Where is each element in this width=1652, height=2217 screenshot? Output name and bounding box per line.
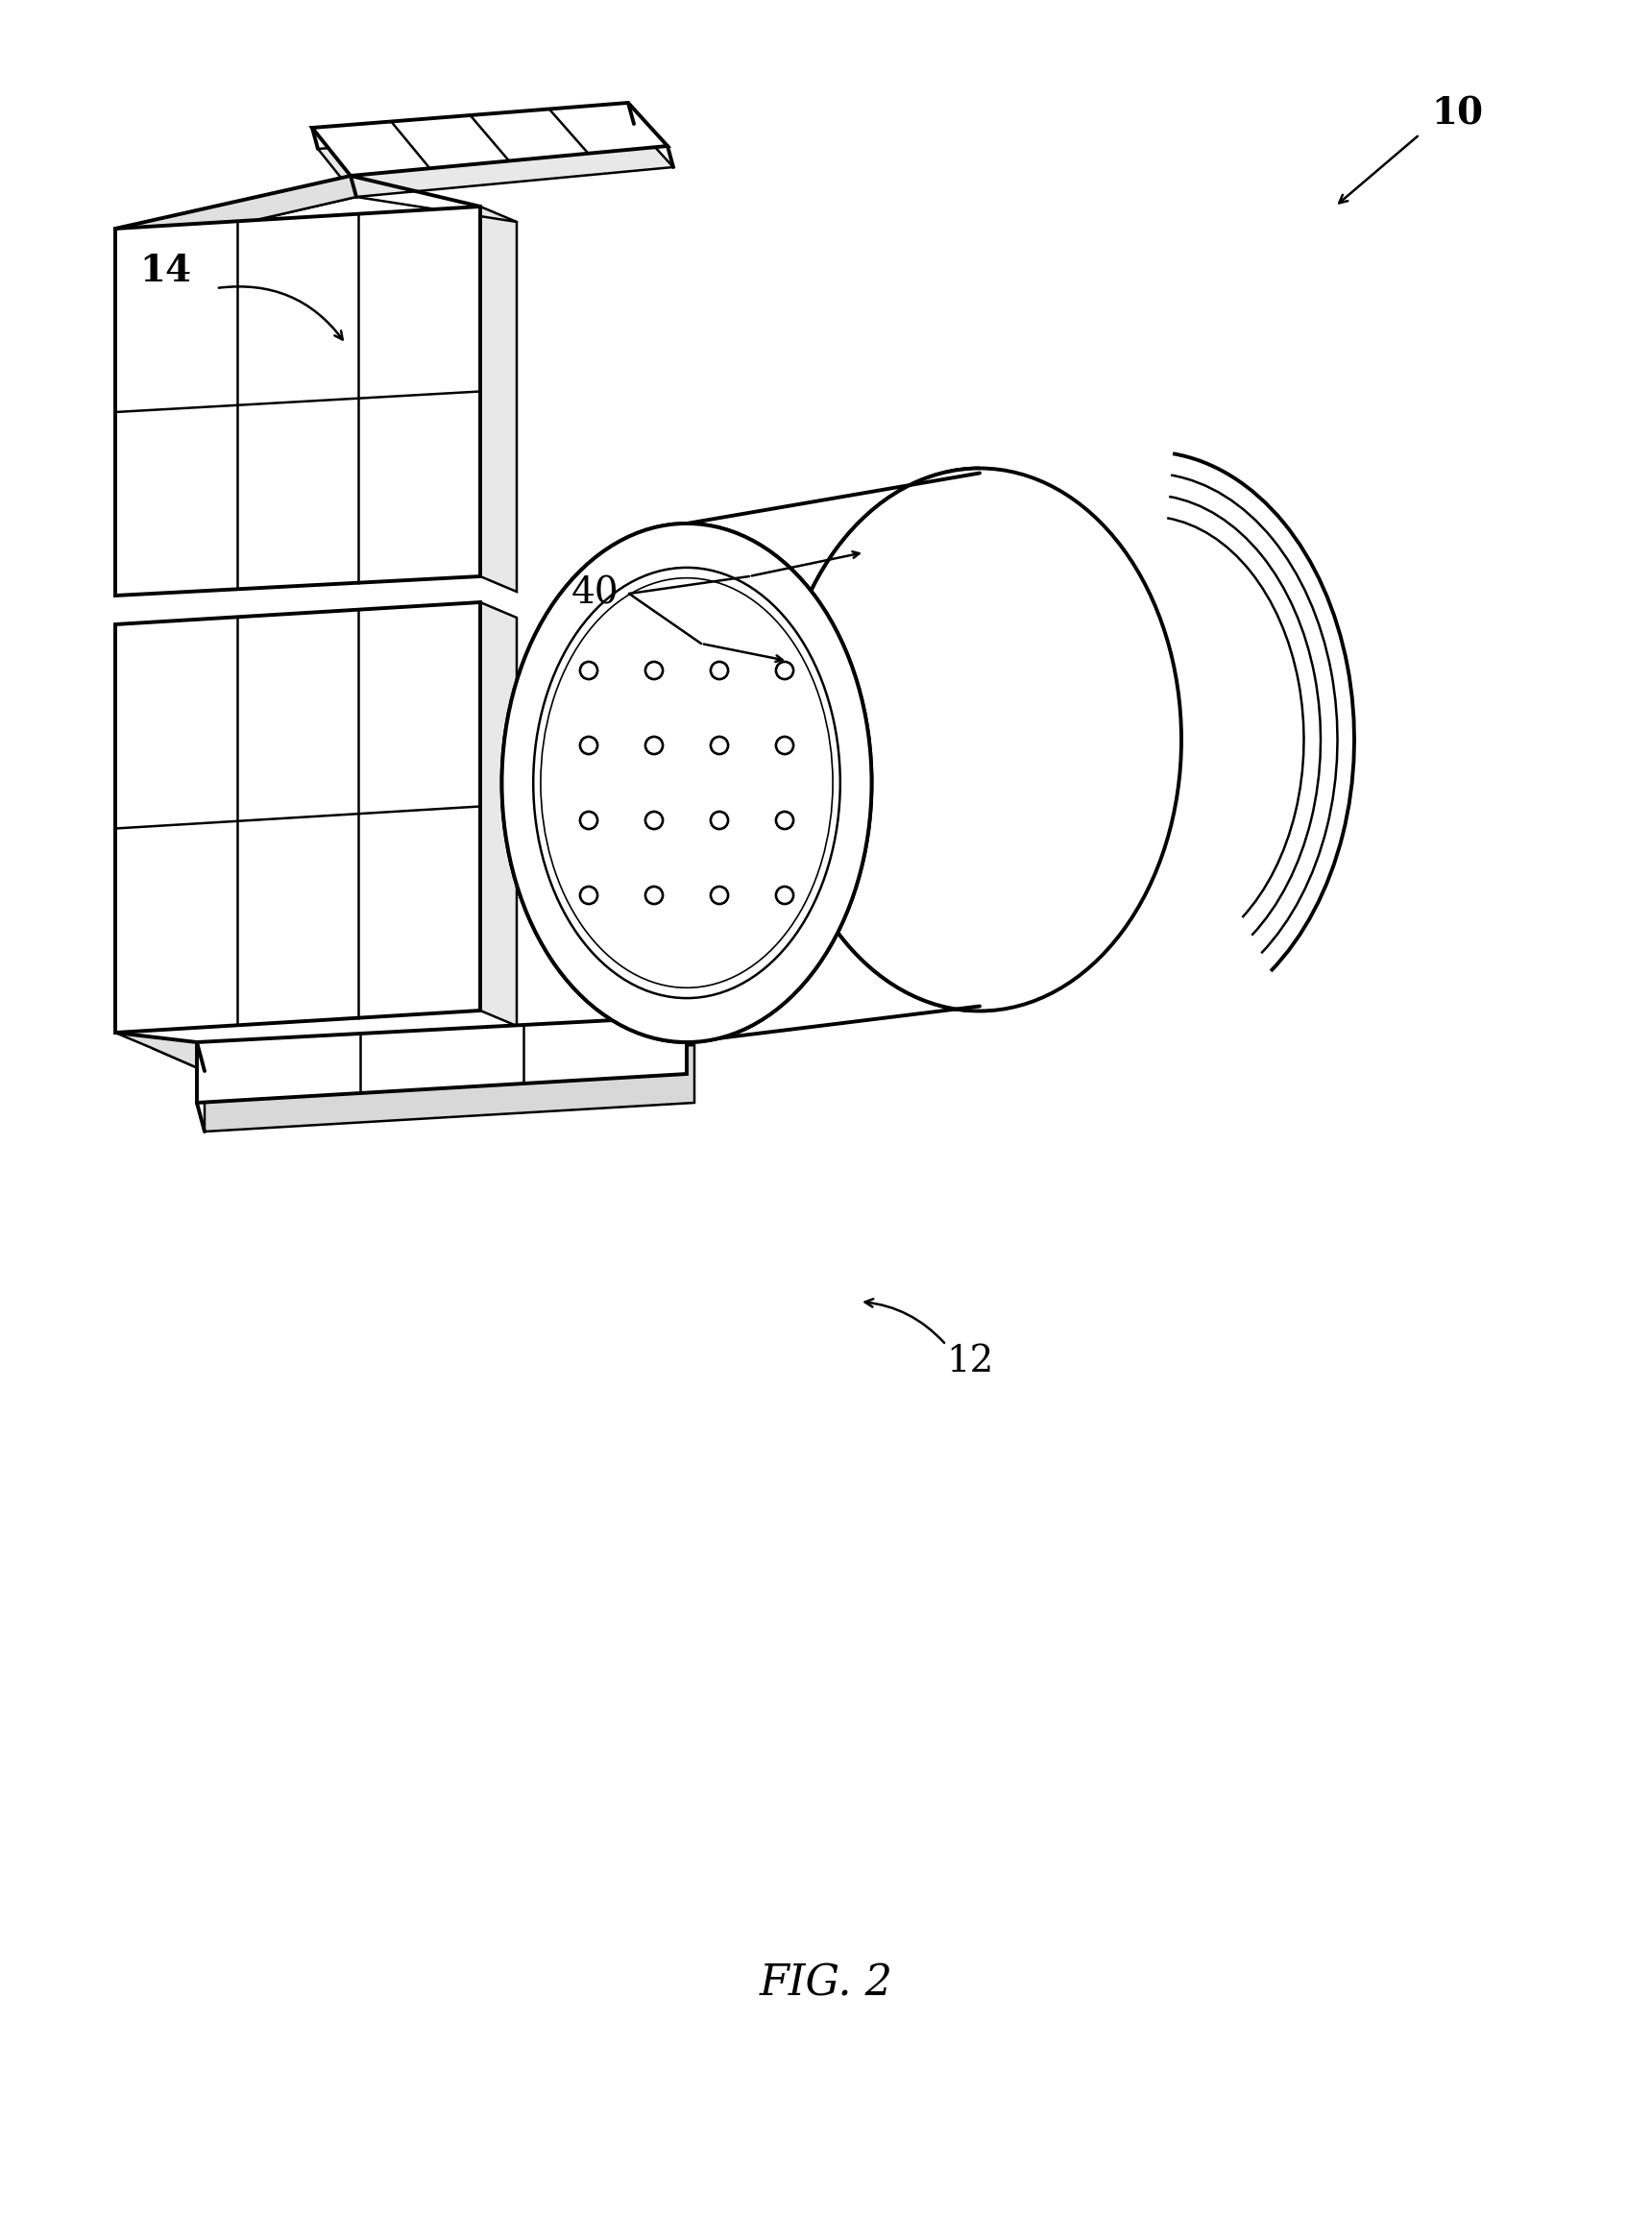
Circle shape	[580, 736, 598, 754]
Circle shape	[710, 811, 729, 829]
Circle shape	[710, 663, 729, 678]
Circle shape	[580, 736, 598, 754]
Circle shape	[646, 663, 662, 678]
Circle shape	[580, 811, 598, 829]
Circle shape	[646, 811, 662, 829]
Circle shape	[776, 736, 793, 754]
Circle shape	[776, 811, 793, 829]
Circle shape	[776, 811, 793, 829]
Circle shape	[710, 887, 729, 905]
Circle shape	[710, 663, 729, 678]
Polygon shape	[116, 603, 481, 1033]
Ellipse shape	[540, 579, 833, 989]
Circle shape	[776, 663, 793, 678]
Circle shape	[776, 736, 793, 754]
Polygon shape	[116, 175, 357, 244]
Circle shape	[646, 736, 662, 754]
Polygon shape	[197, 1015, 687, 1102]
Polygon shape	[312, 102, 667, 175]
Circle shape	[580, 663, 598, 678]
Circle shape	[646, 736, 662, 754]
Polygon shape	[481, 206, 517, 592]
Ellipse shape	[534, 568, 841, 998]
Polygon shape	[205, 1044, 694, 1131]
Circle shape	[646, 811, 662, 829]
Ellipse shape	[534, 568, 841, 998]
Circle shape	[646, 887, 662, 905]
Circle shape	[710, 736, 729, 754]
Circle shape	[710, 736, 729, 754]
Polygon shape	[481, 603, 517, 1026]
Circle shape	[580, 887, 598, 905]
Text: FIG. 2: FIG. 2	[760, 1962, 892, 2004]
Circle shape	[776, 663, 793, 678]
Text: 40: 40	[572, 576, 620, 612]
Circle shape	[580, 887, 598, 905]
Ellipse shape	[502, 523, 872, 1042]
Polygon shape	[317, 124, 674, 197]
Text: 14: 14	[139, 253, 192, 288]
Circle shape	[646, 887, 662, 905]
Circle shape	[776, 887, 793, 905]
Circle shape	[580, 811, 598, 829]
Circle shape	[646, 663, 662, 678]
Text: 12: 12	[947, 1344, 995, 1379]
Ellipse shape	[778, 468, 1181, 1011]
Polygon shape	[116, 206, 481, 596]
Polygon shape	[116, 1033, 205, 1071]
Ellipse shape	[502, 523, 872, 1042]
Ellipse shape	[540, 579, 833, 989]
Text: 10: 10	[1431, 95, 1483, 131]
Circle shape	[776, 887, 793, 905]
Circle shape	[710, 811, 729, 829]
Circle shape	[580, 663, 598, 678]
Circle shape	[710, 887, 729, 905]
